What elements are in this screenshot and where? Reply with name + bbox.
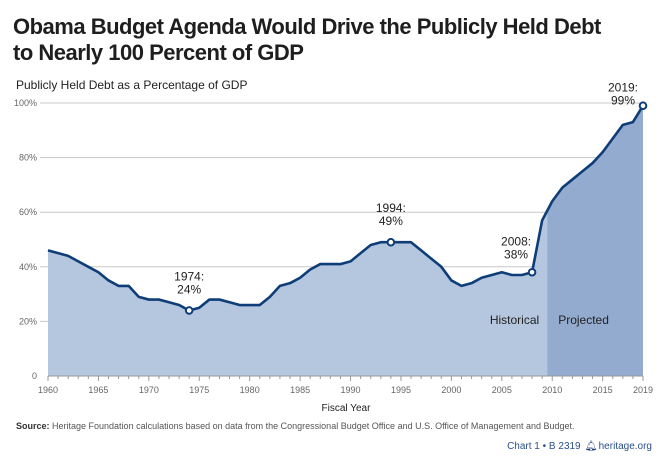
y-axis-labels: 0 20% 40% 60% 80% 100%: [14, 98, 37, 381]
annotation-marker: [638, 101, 648, 111]
region-historical: [48, 105, 548, 376]
source-text: Heritage Foundation calculations based o…: [49, 421, 575, 431]
chart-reference: Chart 1 • B 2319: [507, 441, 581, 452]
x-tick-label: 1965: [88, 385, 108, 395]
x-tick-label: 2019: [633, 385, 653, 395]
x-tick-label: 1980: [240, 385, 260, 395]
x-tick-label: 2000: [441, 385, 461, 395]
annotation-marker: [184, 306, 194, 315]
footer: Chart 1 • B 2319 🔔︎ heritage.org: [507, 441, 652, 452]
liberty-bell-icon: 🔔︎: [584, 440, 598, 452]
annotation-value: 49%: [379, 214, 403, 228]
annotation-year: 2008:: [501, 234, 531, 248]
x-axis-label: Fiscal Year: [322, 403, 372, 414]
data-line-group: [47, 105, 645, 312]
x-tick-label: 1990: [341, 385, 361, 395]
y-tick-label: 0: [32, 371, 37, 381]
x-tick-label: 2005: [492, 385, 512, 395]
annotation-marker: [386, 237, 396, 247]
annotations: Historical Projected 1974:24% 1994:49% 2008:…: [174, 81, 648, 327]
region-fills: [48, 105, 643, 376]
x-tick-label: 1960: [38, 385, 58, 395]
region-projected: [547, 105, 643, 376]
annotation-year: 1994:: [376, 201, 406, 215]
chart-subtitle: Publicly Held Debt as a Percentage of GD…: [16, 78, 248, 92]
x-tick-label: 1995: [391, 385, 411, 395]
x-axis: 1960 1965 1970 1975 1980 1985 1990 1995 2000 2005…: [38, 375, 653, 395]
heritage-link[interactable]: heritage.org: [598, 441, 652, 452]
annotation-marker: [527, 267, 537, 277]
y-tick-label: 80%: [19, 153, 37, 163]
annotation-value: 38%: [504, 247, 528, 261]
y-tick-label: 60%: [19, 207, 37, 217]
x-tick-label: 2010: [542, 385, 562, 395]
source-note: Source: Heritage Foundation calculations…: [16, 421, 575, 431]
annotation-year: 1974:: [174, 269, 204, 283]
annotation-year: 2019:: [608, 81, 638, 95]
region-label-projected: Projected: [558, 313, 609, 327]
y-tick-label: 40%: [19, 262, 37, 272]
chart-title: Obama Budget Agenda Would Drive the Publ…: [13, 14, 613, 66]
chart-title-line-2: to Nearly 100 Percent of GDP: [13, 40, 304, 65]
x-tick-label: 2015: [593, 385, 613, 395]
x-tick-label: 1985: [290, 385, 310, 395]
chart-title-line-1: Obama Budget Agenda Would Drive the Publ…: [13, 14, 601, 39]
source-label: Source:: [16, 421, 50, 431]
y-tick-label: 100%: [14, 98, 37, 108]
series-line: [47, 105, 645, 312]
x-tick-label: 1975: [189, 385, 209, 395]
annotation-value: 99%: [611, 94, 635, 108]
x-tick-label: 1970: [139, 385, 159, 395]
annotation-value: 24%: [177, 282, 201, 296]
y-tick-label: 20%: [19, 316, 37, 326]
region-label-historical: Historical: [490, 313, 539, 327]
